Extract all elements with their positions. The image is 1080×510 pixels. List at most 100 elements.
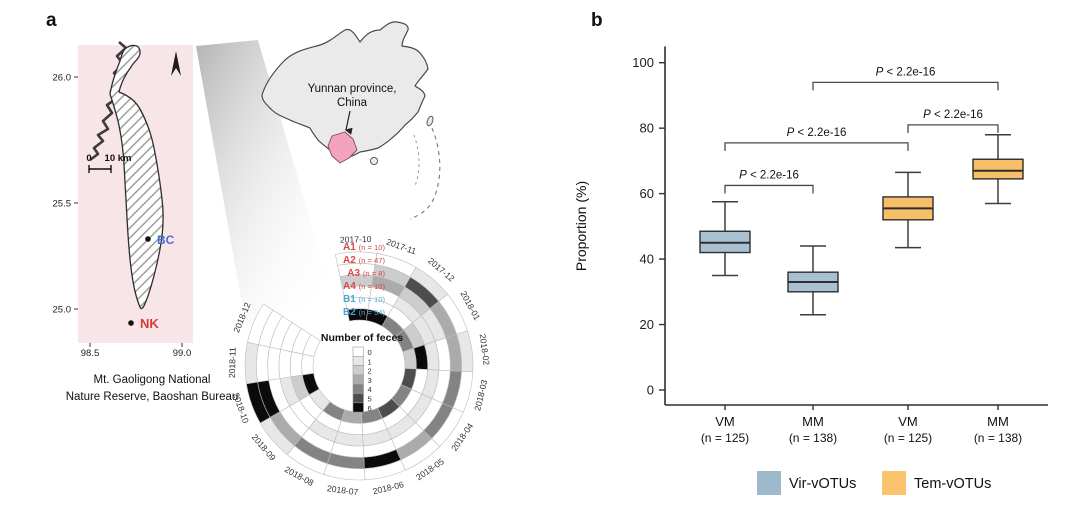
site-label: BC <box>157 233 175 247</box>
sample-n-label: (n = 47) <box>359 256 386 265</box>
sample-legend-entry: A3 (n = 8) <box>347 268 385 279</box>
y-tick-label: 80 <box>640 121 654 136</box>
x-category-sublabel: (n = 138) <box>974 431 1022 445</box>
island-chain-dashes <box>413 134 420 187</box>
month-label: 2017-11 <box>385 237 418 257</box>
sample-name: B2 <box>343 307 359 318</box>
panel-a-figure: 0 10 km 26.0 25.5 25.0 98.5 99.0 BC NK Mt. Gaolig… <box>53 21 492 497</box>
lat-tick-label: 26.0 <box>53 73 72 84</box>
reserve-polygon <box>109 44 164 310</box>
y-tick-label: 100 <box>632 55 654 70</box>
sample-legend-entry: A1 (n = 10) <box>343 242 385 253</box>
sample-n-label: (n = 10) <box>359 295 386 304</box>
yunnan-pointer-arrow <box>344 110 353 135</box>
feces-legend-swatch <box>352 355 364 366</box>
sample-name: B1 <box>343 294 359 305</box>
p-value-text: < 2.2e-16 <box>883 66 935 78</box>
connector-wedge <box>196 40 332 326</box>
feces-legend-swatch <box>352 383 364 394</box>
p-symbol: P <box>923 109 931 121</box>
significance-bracket <box>724 184 814 194</box>
x-category-label: VM <box>898 414 918 429</box>
heatmap-cell <box>278 349 293 379</box>
yunnan-label-line2: China <box>337 97 368 109</box>
north-arrow-icon <box>171 51 181 76</box>
month-label: 2017-10 <box>340 234 372 245</box>
significance-bracket <box>724 142 909 151</box>
legend-swatch <box>882 471 906 495</box>
map-caption-line2: Nature Reserve, Baoshan Bureau <box>66 391 239 403</box>
sample-name: A1 <box>343 242 359 253</box>
lon-tick-label: 99.0 <box>173 348 192 359</box>
scalebar-label: 10 km <box>105 153 132 164</box>
significance-bracket <box>907 124 999 133</box>
feces-legend-value: 0 <box>368 348 372 357</box>
feces-legend-value: 6 <box>368 404 372 413</box>
lat-tick-label: 25.5 <box>53 199 72 210</box>
x-category-label: VM <box>715 414 735 429</box>
feces-legend-value: 3 <box>368 376 372 385</box>
p-value-label: P < 2.2e-16 <box>923 109 983 121</box>
taiwan-island <box>426 115 434 127</box>
site-dot <box>128 320 134 326</box>
p-symbol: P <box>739 169 747 181</box>
month-label: 2018-06 <box>372 479 405 496</box>
china-inset-map: Yunnan province, China <box>261 21 441 220</box>
y-tick-label: 60 <box>640 186 654 201</box>
china-outline <box>261 21 429 159</box>
feces-legend-swatch <box>352 374 364 385</box>
feces-legend-title: Number of feces <box>321 332 403 344</box>
sample-legend-entry: B1 (n = 10) <box>343 294 385 305</box>
sample-n-label: (n = 54) <box>359 308 386 317</box>
y-tick-label: 40 <box>640 252 654 267</box>
p-value-label: P < 2.2e-16 <box>876 66 936 78</box>
feces-legend-value: 4 <box>368 385 372 394</box>
month-label: 2018-03 <box>472 379 489 412</box>
legend-label: Tem-vOTUs <box>914 476 991 492</box>
sample-legend-entry: A2 (n = 47) <box>343 255 385 266</box>
feces-legend-value: 2 <box>368 367 372 376</box>
p-symbol: P <box>787 127 795 139</box>
yunnan-label-line1: Yunnan province, <box>308 83 397 95</box>
x-category-label: MM <box>987 414 1009 429</box>
heatmap-cell <box>290 351 304 378</box>
p-value-label: P < 2.2e-16 <box>787 127 847 139</box>
p-value-text: < 2.2e-16 <box>747 169 799 181</box>
sample-n-label: (n = 10) <box>359 282 386 291</box>
month-label: 2018-11 <box>227 347 238 378</box>
x-category-sublabel: (n = 125) <box>701 431 749 445</box>
month-label: 2018-07 <box>326 483 359 497</box>
map-caption-line1: Mt. Gaoligong National <box>94 374 211 386</box>
sample-legend-entry: A4 (n = 10) <box>343 281 385 292</box>
feces-legend-swatch <box>352 393 364 404</box>
x-category-sublabel: (n = 125) <box>884 431 932 445</box>
month-label: 2018-02 <box>478 333 492 366</box>
sample-name: A4 <box>343 281 359 292</box>
site-label: NK <box>140 316 159 331</box>
panel-a-label: a <box>46 10 57 31</box>
heatmap-cell <box>402 347 417 370</box>
legend-swatch <box>757 471 781 495</box>
sample-n-label: (n = 8) <box>363 269 386 278</box>
y-tick-label: 0 <box>647 383 654 398</box>
box-iqr <box>972 158 1024 180</box>
sample-name: A3 <box>347 268 363 279</box>
reserve-map: 0 10 km 26.0 25.5 25.0 98.5 99.0 BC NK Mt. Gaolig… <box>53 41 239 403</box>
legend-label: Vir-vOTUs <box>789 476 856 492</box>
x-category-label: MM <box>802 414 824 429</box>
x-category-sublabel: (n = 138) <box>789 431 837 445</box>
hainan-island <box>369 156 379 166</box>
lon-tick-label: 98.5 <box>81 348 100 359</box>
scalebar-zero-label: 0 <box>86 153 91 164</box>
feces-legend-swatch <box>352 402 364 413</box>
feces-legend-swatch <box>352 365 364 376</box>
y-tick-label: 20 <box>640 317 654 332</box>
p-value-label: P < 2.2e-16 <box>739 169 799 181</box>
y-axis-title: Proportion (%) <box>573 181 589 271</box>
p-symbol: P <box>876 66 884 78</box>
heatmap-cell <box>302 334 321 357</box>
p-value-text: < 2.2e-16 <box>794 127 846 139</box>
sea-boundary-dashes <box>409 127 441 220</box>
